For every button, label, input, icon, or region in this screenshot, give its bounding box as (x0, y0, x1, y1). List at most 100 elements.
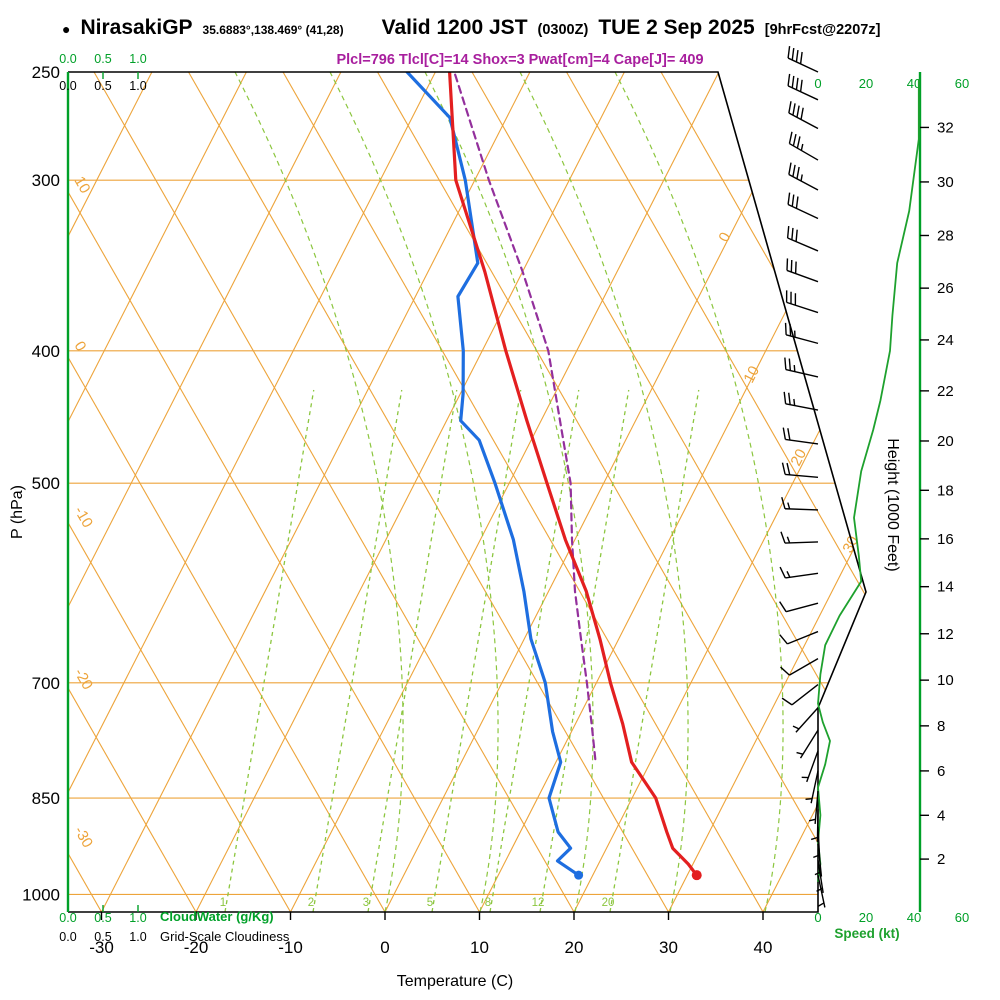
pressure-tick-label: 700 (32, 674, 60, 693)
station-bullet-icon: ● (62, 21, 71, 37)
stability-parameters: Plcl=796 Tlcl[C]=14 Shox=3 Pwat[cm]=4 Ca… (336, 52, 704, 68)
speed-tick-label-top: 0 (814, 76, 821, 91)
pressure-tick-label: 250 (32, 63, 60, 82)
temperature-tick-label: -20 (184, 938, 209, 957)
wind-barb (783, 391, 819, 411)
height-tick-label: 6 (937, 763, 945, 780)
height-tick-label: 26 (937, 280, 954, 297)
dry-adiabat-line (188, 72, 669, 912)
wind-barb (779, 566, 819, 579)
isotherm-line (68, 72, 153, 912)
dry-adiabat-line (377, 72, 858, 912)
height-tick-label: 30 (937, 174, 954, 191)
temperature-tick-label: 30 (659, 938, 678, 957)
pressure-tick-label: 400 (32, 342, 60, 361)
temperature-tick-label: 20 (565, 938, 584, 957)
dry-adiabat-line (68, 72, 480, 912)
height-tick-label: 32 (937, 119, 954, 136)
wind-barb (788, 131, 819, 161)
moist-adiabat-line (519, 72, 689, 912)
dry-adiabat-line (93, 72, 575, 912)
wind-barb (788, 101, 819, 130)
header: ● NirasakiGP 35.6883°,138.469° (41,28) V… (62, 16, 880, 40)
adiabat-label-left: 0 (71, 339, 90, 355)
isotherm-label-right: 20 (787, 446, 810, 469)
frame-line (68, 71, 867, 913)
height-tick-label: 16 (937, 531, 954, 548)
cloudwater-scale-bottom: 0.0 (59, 911, 76, 925)
cloudiness-scale-bottom: 0.0 (59, 930, 76, 944)
isotherm-line (668, 72, 866, 912)
cloudiness-scale-bottom: 0.5 (94, 930, 111, 944)
mixing-ratio-label: 2 (308, 897, 314, 909)
isotherm-line (68, 72, 247, 912)
adiabat-label-left: -20 (71, 666, 97, 693)
pressure-axis-label: P (hPa) (9, 485, 26, 539)
valid-utc: (0300Z) (537, 22, 589, 38)
height-tick-label: 24 (937, 332, 954, 349)
isotherm-line (762, 72, 866, 912)
height-tick-label: 12 (937, 626, 954, 643)
wind-speed-profile (817, 79, 920, 883)
height-tick-label: 14 (937, 579, 954, 596)
cloudwater-scale-top: 0.0 (59, 52, 76, 66)
wind-barb (786, 226, 819, 252)
mixing-ratio-line (609, 389, 700, 912)
plot-frame (66, 71, 922, 913)
mixing-ratio-label: 8 (485, 897, 491, 909)
wind-barbs (779, 46, 826, 908)
speed-axis-label: Speed (kt) (834, 926, 899, 941)
wind-barb (786, 258, 819, 283)
valid-time: Valid 1200 JST (381, 16, 528, 39)
wind-barb (781, 497, 819, 511)
station-name: NirasakiGP (80, 16, 193, 39)
speed-tick-label-bottom: 40 (907, 910, 921, 925)
temperature-tick-label: 0 (380, 938, 389, 957)
moist-adiabat-line (614, 72, 784, 912)
cloudiness-scale-bottom: 1.0 (129, 930, 146, 944)
mixing-ratio-label: 5 (427, 897, 433, 909)
mixing-ratio-label: 1 (220, 897, 226, 909)
cloudiness-label: Grid-Scale Cloudiness (160, 929, 290, 944)
temperature-tick-label: -30 (89, 938, 114, 957)
mixing-ratio-line (224, 389, 315, 912)
height-tick-label: 22 (937, 383, 954, 400)
isotherm-line (290, 72, 720, 912)
wind-barb (796, 729, 819, 759)
cloudwater-scale-bottom: 1.0 (129, 911, 146, 925)
wind-barb (779, 601, 819, 613)
wind-barb (788, 162, 819, 191)
dewpoint-curve (405, 72, 581, 877)
wind-barb (808, 790, 819, 824)
pressure-tick-label: 500 (32, 474, 60, 493)
dry-adiabat-line (68, 72, 197, 912)
height-tick-label: 4 (937, 807, 945, 824)
forecast-tag: [9hrFcst@2207z] (764, 22, 881, 38)
mixing-ratio-line (312, 389, 403, 912)
height-axis-label: Height (1000 Feet) (884, 438, 901, 571)
speed-tick-label-bottom: 20 (859, 910, 873, 925)
isotherm-line (68, 72, 436, 912)
isotherm-label-right: 10 (740, 363, 763, 386)
pressure-tick-label: 300 (32, 171, 60, 190)
wind-barb (817, 875, 826, 908)
station-coords: 35.6883°,138.469° (41,28) (202, 23, 344, 37)
wind-barb (810, 809, 819, 843)
cloudwater-scale-top: 1.0 (129, 52, 146, 66)
speed-tick-label-top: 60 (955, 76, 969, 91)
wind-barb (781, 462, 819, 478)
surface-temperature-dot (691, 870, 702, 881)
height-tick-label: 20 (937, 433, 954, 450)
isotherm-line (195, 72, 625, 912)
height-tick-label: 8 (937, 718, 945, 735)
wind-barb (781, 683, 819, 706)
pressure-tick-label: 850 (32, 789, 60, 808)
parcel-curve (453, 72, 597, 761)
valid-date: TUE 2 Sep 2025 (598, 16, 755, 39)
wind-barb (787, 192, 819, 220)
temperature-tick-label: 40 (754, 938, 773, 957)
mixing-ratio-label: 20 (602, 897, 615, 909)
cloudiness-scale-top: 0.5 (94, 79, 111, 93)
